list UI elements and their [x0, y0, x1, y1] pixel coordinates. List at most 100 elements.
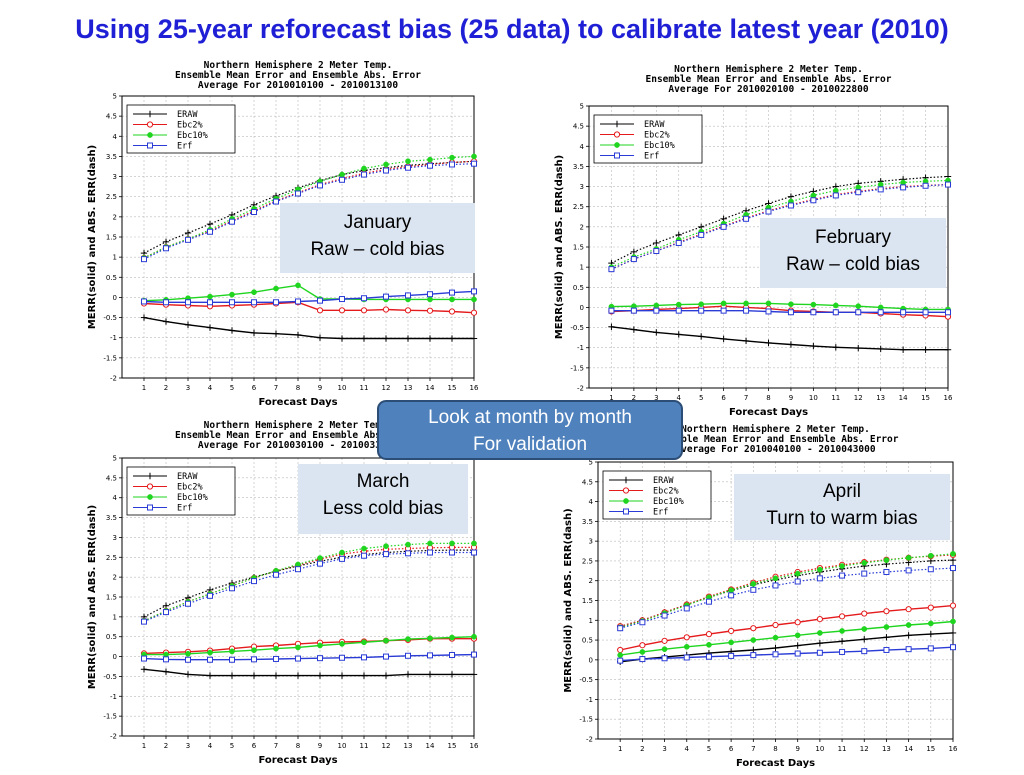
- data-point: [810, 192, 817, 199]
- x-tick-label: 13: [876, 394, 885, 402]
- validation-note-box: Look at month by month For validation: [377, 400, 683, 460]
- legend-marker: [146, 121, 154, 128]
- chart-april: Northern Hemisphere 2 Meter Temp. Ensembl…: [558, 424, 963, 775]
- legend-item: ERAW: [600, 120, 665, 130]
- y-tick-label: -1.5: [103, 354, 117, 362]
- data-point: [675, 301, 682, 308]
- data-point: [839, 648, 846, 655]
- y-tick-label: 0.5: [106, 633, 117, 641]
- x-tick-label: 14: [904, 745, 913, 753]
- chart-title-line: Ensemble Mean Error and Ensemble Abs. Er…: [175, 430, 421, 441]
- data-point: [883, 646, 890, 653]
- data-point: [639, 619, 646, 626]
- data-point: [883, 608, 890, 615]
- data-point: [945, 181, 951, 188]
- data-point: [743, 215, 750, 222]
- y-tick-label: -2: [110, 375, 117, 383]
- chart-title-line: Average For 2010040100 - 2010043000: [675, 444, 875, 455]
- data-point: [839, 563, 845, 569]
- legend-marker: [623, 498, 629, 504]
- x-tick-label: 16: [470, 384, 479, 392]
- data-point: [772, 644, 779, 652]
- data-point: [950, 618, 956, 625]
- data-point: [683, 643, 690, 650]
- legend-item: Erf: [133, 504, 192, 514]
- data-point: [339, 171, 345, 178]
- x-tick-label: 2: [640, 745, 644, 753]
- data-point: [360, 335, 368, 342]
- data-point: [608, 307, 615, 314]
- data-point: [608, 323, 615, 330]
- data-point: [683, 605, 690, 612]
- data-point: [338, 335, 346, 342]
- callout-april: April Turn to warm bias: [734, 474, 950, 540]
- legend-label: Ebc10%: [644, 141, 675, 151]
- legend-item: Ebc2%: [600, 131, 670, 141]
- data-point: [140, 314, 148, 321]
- data-point: [639, 649, 646, 655]
- data-point: [251, 578, 257, 585]
- series-erf-abs-error: [141, 549, 477, 625]
- series-line: [143, 284, 474, 302]
- y-tick-label: 4.5: [106, 113, 117, 121]
- data-point: [750, 652, 757, 659]
- data-point: [383, 543, 389, 550]
- data-point: [273, 198, 279, 205]
- data-point: [317, 642, 323, 649]
- y-tick-label: 4: [580, 143, 585, 151]
- series-line: [611, 175, 949, 264]
- x-tick-label: 13: [404, 742, 413, 750]
- data-point: [317, 297, 323, 304]
- series-line: [143, 653, 475, 661]
- data-point: [927, 604, 934, 611]
- y-tick-label: 3.5: [106, 514, 117, 522]
- x-tick-label: 9: [318, 742, 322, 750]
- data-point: [427, 296, 433, 303]
- data-point: [922, 309, 929, 316]
- x-axis-label: Forecast Days: [736, 758, 815, 769]
- data-point: [470, 309, 478, 316]
- data-point: [448, 308, 456, 315]
- y-tick-label: 4.5: [106, 474, 117, 482]
- data-point: [743, 307, 750, 314]
- callout-line: Less cold bias: [322, 498, 444, 519]
- data-point: [251, 656, 257, 663]
- x-tick-label: 9: [789, 394, 793, 402]
- y-axis-label: MERR(solid) and ABS. ERR(dash): [554, 155, 565, 339]
- data-point: [950, 565, 956, 572]
- x-tick-label: 10: [338, 384, 347, 392]
- series-line: [143, 542, 474, 622]
- data-point: [720, 335, 727, 343]
- data-point: [250, 672, 258, 679]
- y-tick-label: -1.5: [579, 716, 593, 724]
- data-point: [207, 656, 213, 663]
- x-tick-label: 12: [382, 384, 391, 392]
- data-point: [653, 329, 660, 336]
- data-point: [163, 245, 169, 252]
- data-point: [427, 291, 433, 298]
- data-point: [229, 291, 235, 298]
- data-point: [661, 646, 668, 653]
- data-point: [339, 176, 345, 183]
- data-point: [900, 179, 906, 186]
- data-point: [295, 566, 301, 573]
- series-eraw-abs-error: [140, 546, 478, 621]
- y-tick-label: -2: [110, 733, 117, 741]
- data-point: [449, 540, 455, 547]
- data-point: [470, 671, 478, 678]
- series-ebc10pct-mean-error: [617, 618, 956, 658]
- series-ebc2pct-abs-error: [617, 551, 957, 630]
- legend-marker: [146, 110, 154, 118]
- data-point: [855, 303, 862, 310]
- y-tick-label: 2: [580, 223, 584, 231]
- y-tick-label: -1: [586, 696, 593, 704]
- legend-marker: [147, 142, 153, 149]
- data-point: [787, 202, 794, 209]
- data-point: [653, 307, 660, 314]
- chart-title-line: Northern Hemisphere 2 Meter Temp.: [681, 424, 870, 435]
- x-tick-label: 7: [751, 745, 755, 753]
- x-tick-label: 3: [662, 745, 666, 753]
- series-eraw-mean-error: [608, 323, 952, 353]
- data-point: [728, 627, 735, 635]
- data-point: [927, 552, 934, 559]
